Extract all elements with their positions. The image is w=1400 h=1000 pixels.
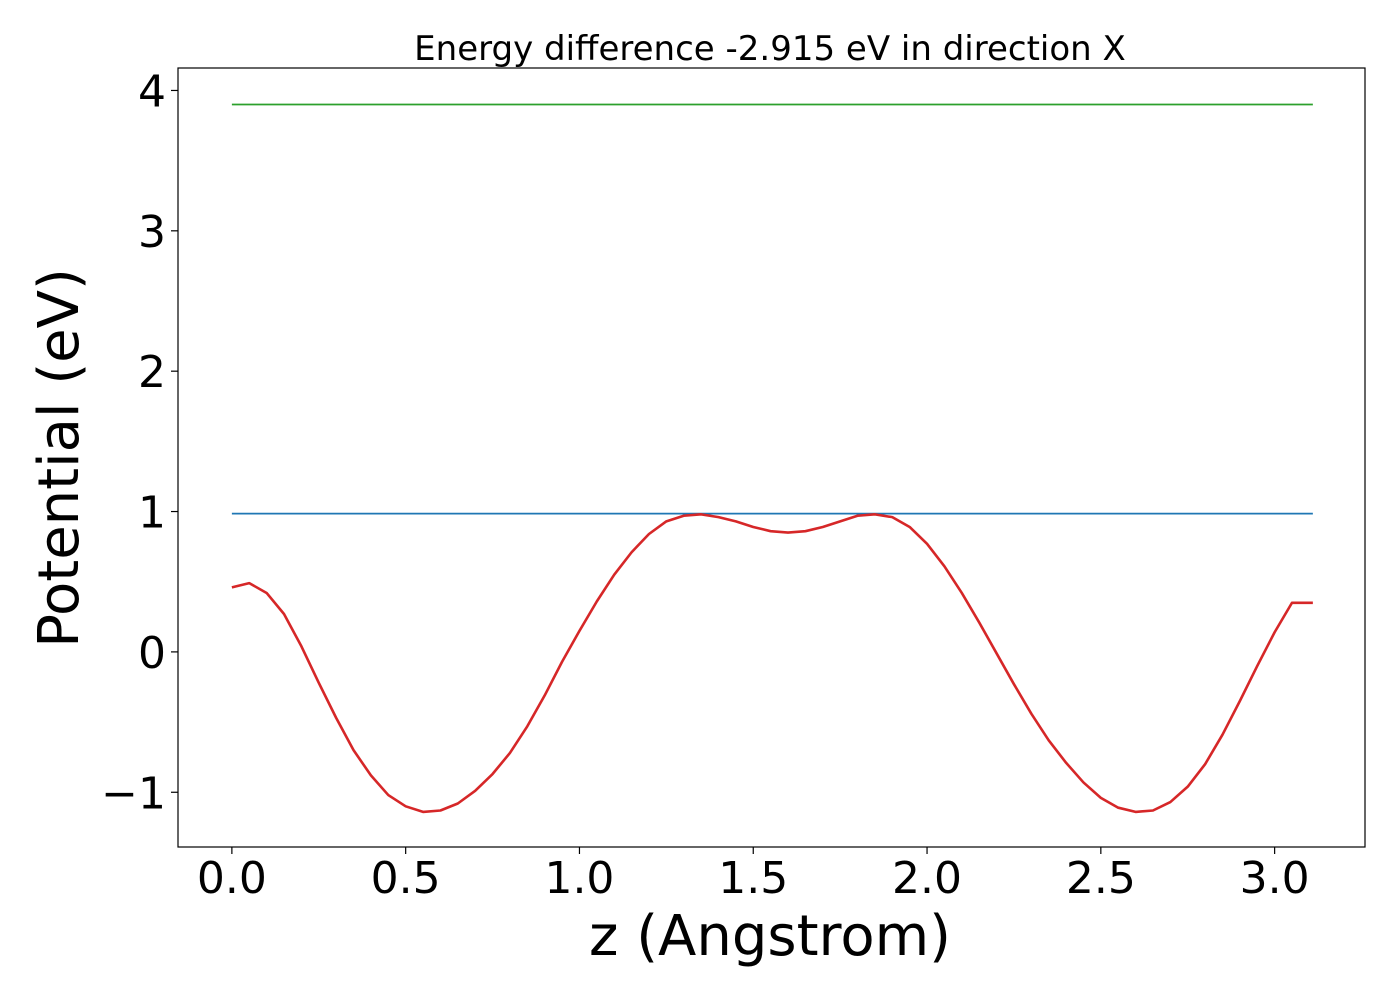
- y-tick-label: 3: [138, 207, 166, 258]
- y-tick-label: 2: [138, 347, 166, 398]
- x-tick-label: 1.5: [718, 853, 788, 904]
- y-axis-ticks: −1 0 1 2 3 4: [101, 66, 178, 819]
- y-tick-label: 0: [138, 628, 166, 679]
- series-layer: [231, 103, 1313, 814]
- series-line-2: [231, 513, 1313, 814]
- x-tick-label: 2.0: [892, 853, 962, 904]
- y-tick-label: 4: [138, 66, 166, 117]
- x-tick-label: 2.5: [1066, 853, 1136, 904]
- y-tick-label: 1: [138, 488, 166, 539]
- x-tick-label: 3.0: [1240, 853, 1310, 904]
- x-axis-ticks: 0.0 0.5 1.0 1.5 2.0 2.5 3.0: [197, 847, 1310, 904]
- x-axis-label: z (Angstrom): [589, 904, 951, 969]
- plot-background: [178, 68, 1365, 847]
- y-axis-label: Potential (eV): [27, 268, 92, 648]
- y-tick-label: −1: [101, 768, 166, 819]
- plot-frame: [177, 67, 1366, 848]
- x-tick-label: 0.0: [197, 853, 267, 904]
- x-tick-label: 0.5: [371, 853, 441, 904]
- chart-title: Energy difference -2.915 eV in direction…: [414, 29, 1126, 69]
- x-tick-label: 1.0: [544, 853, 614, 904]
